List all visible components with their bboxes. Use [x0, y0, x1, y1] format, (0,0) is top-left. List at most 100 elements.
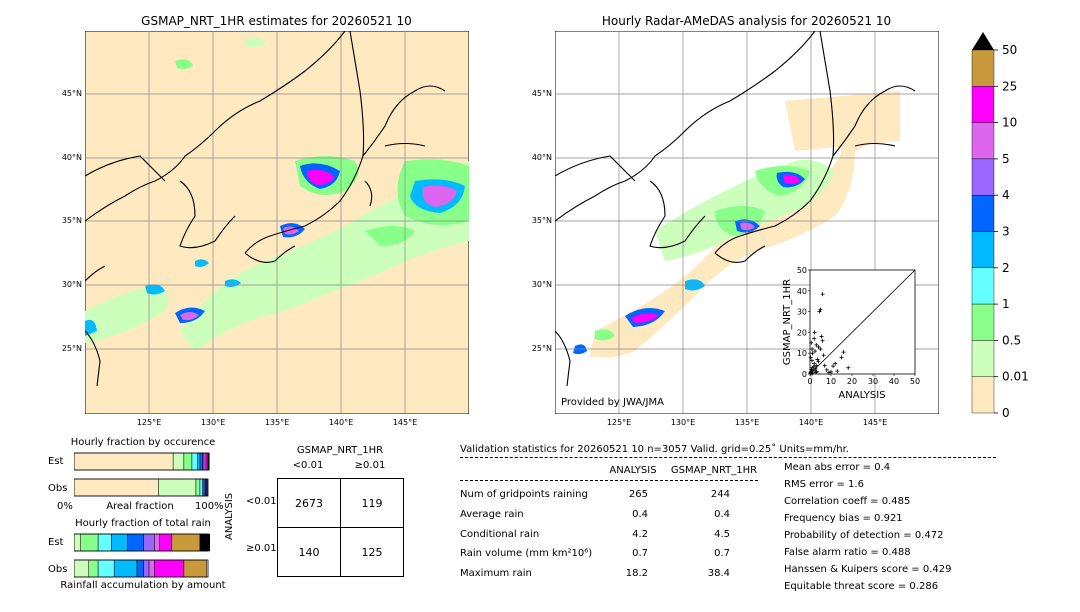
score-line: RMS error = 1.6	[784, 479, 864, 490]
right-lat-label: 40°N	[531, 153, 552, 162]
scatter-point	[816, 344, 821, 349]
scatter-point	[820, 338, 825, 343]
scatter-xlabel: ANALYSIS	[838, 390, 885, 401]
total-rain-obs-segment	[183, 559, 207, 578]
occurence-obs-segment	[158, 478, 197, 497]
stat-analysis: 0.4	[632, 509, 648, 520]
scatter-ytick: 10	[797, 349, 807, 358]
contingency-table: 2673 119 140 125	[277, 478, 404, 577]
colorbar-label: 1	[1002, 297, 1010, 311]
occurence-obs-bar	[74, 478, 209, 497]
stat-analysis: 4.2	[632, 529, 648, 540]
occurence-est-segment	[191, 452, 198, 471]
right-map-coastlines	[555, 31, 916, 387]
scatter-ylabel: GSMAP_NRT_1HR	[782, 279, 793, 365]
occurence-est-segment	[197, 452, 201, 471]
colorbar-overflow-triangle	[972, 32, 994, 50]
scatter-point	[820, 292, 825, 297]
left-lon-label: 145°E	[392, 418, 418, 427]
scatter-point	[815, 357, 820, 362]
scatter-point	[809, 367, 814, 372]
colorbar-segment	[971, 340, 995, 377]
stat-gsmap: 0.7	[714, 548, 730, 559]
total-rain-est-segment	[80, 533, 99, 552]
scatter-point	[819, 334, 824, 339]
scatter-point	[811, 364, 816, 369]
right-map-title: Hourly Radar-AMeDAS analysis for 2026052…	[601, 14, 892, 28]
scatter-point	[810, 347, 815, 352]
scatter-point	[831, 364, 836, 369]
right-lon-label: 140°E	[798, 418, 824, 427]
score-line: Probability of detection = 0.472	[784, 530, 944, 541]
scatter-point	[835, 369, 840, 374]
stat-analysis: 265	[628, 489, 648, 500]
scatter-point	[813, 366, 818, 371]
occurence-title: Hourly fraction by occurence	[70, 437, 216, 448]
scatter-ticks: 0 10 20 30 40 50 0 10 20 30 40 50	[797, 266, 920, 386]
scatter-xtick: 40	[889, 377, 899, 386]
scatter-xtick: 0	[807, 377, 812, 386]
total-rain-est-frame	[74, 533, 209, 552]
total-rain-est-segment	[127, 533, 144, 552]
total-rain-obs-bar	[74, 559, 209, 578]
stat-gsmap: 0.4	[714, 509, 730, 520]
colorbar-label: 5	[1002, 152, 1010, 166]
total-rain-est-segment	[154, 533, 161, 552]
score-line: Equitable threat score = 0.286	[784, 581, 939, 592]
scatter-point	[822, 363, 827, 368]
colorbar-label: 2	[1002, 261, 1010, 275]
right-lat-label: 35°N	[531, 216, 552, 225]
occurence-est-segment	[208, 452, 210, 471]
total-rain-est-label: Est	[48, 537, 64, 548]
occurence-est-segment	[203, 452, 207, 471]
left-map	[85, 31, 469, 414]
cell-ge-lt: 140	[277, 527, 341, 577]
left-lat-label: 40°N	[61, 153, 82, 162]
total-rain-obs-segment	[143, 559, 150, 578]
contingency-col-ge: ≥0.01	[354, 460, 386, 471]
occurence-est-segment	[199, 452, 203, 471]
total-rain-est-segment	[159, 533, 173, 552]
scatter-ytick: 30	[797, 308, 807, 317]
occurence-est-segment	[74, 452, 174, 471]
occurence-est-frame	[74, 452, 209, 471]
total-rain-obs-segment	[97, 559, 115, 578]
left-map-rain-patches	[85, 37, 469, 351]
contingency-col-lt: <0.01	[292, 460, 324, 471]
scatter-point	[809, 358, 814, 363]
stat-label: Conditional rain	[460, 529, 540, 540]
total-rain-obs-frame	[74, 559, 209, 578]
colorbar-segments: 50 25 10 5 4 3 2 1 0.5 0.01 0	[971, 32, 1029, 418]
occurence-obs-segment	[195, 478, 201, 497]
total-rain-obs-segment	[136, 559, 144, 578]
occurence-obs-segment	[199, 478, 203, 497]
right-lat-label: 25°N	[531, 344, 552, 353]
scatter-point	[839, 355, 844, 360]
col-gsmap: GSMAP_NRT_1HR	[670, 465, 758, 476]
scatter-point	[810, 351, 815, 356]
stats-divider	[460, 480, 758, 481]
right-map	[555, 31, 939, 414]
stat-gsmap: 244	[710, 489, 730, 500]
occurence-obs-frame	[74, 478, 209, 497]
colorbar-label: 4	[1002, 188, 1010, 202]
colorbar-label: 50	[1002, 43, 1017, 57]
left-lat-label: 35°N	[61, 216, 82, 225]
colorbar-label: 3	[1002, 225, 1010, 239]
contingency-row-ge: ≥0.01	[246, 543, 277, 554]
right-lon-label: 145°E	[862, 418, 888, 427]
stat-label: Average rain	[460, 509, 524, 520]
validation-divider	[460, 457, 996, 458]
right-lon-label: 125°E	[606, 418, 632, 427]
data-credit: Provided by JWA/JMA	[561, 397, 664, 408]
colorbar-segment	[971, 376, 995, 414]
scatter-point	[814, 363, 819, 368]
contingency-row-lt: <0.01	[246, 496, 277, 507]
scatter-point	[833, 361, 838, 366]
score-line: Frequency bias = 0.921	[784, 513, 903, 524]
right-lon-label: 130°E	[670, 418, 696, 427]
colorbar-segment	[971, 86, 995, 123]
right-map-rain-patches	[573, 91, 900, 358]
scatter-point	[824, 367, 829, 372]
total-rain-obs-segment	[113, 559, 138, 578]
